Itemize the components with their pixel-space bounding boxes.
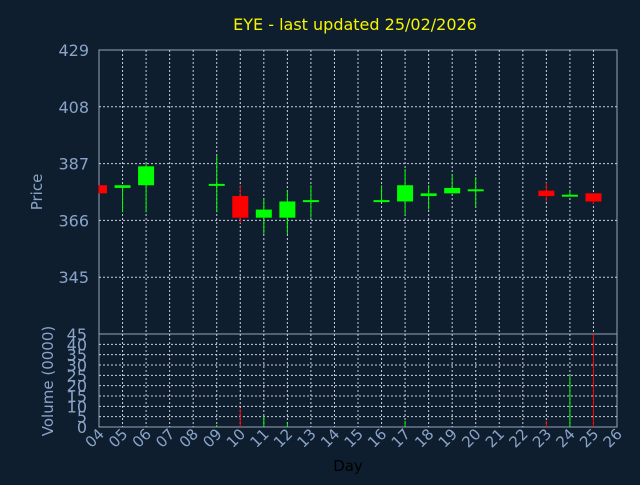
candle-04 — [98, 185, 107, 194]
price-tick-label: 345 — [58, 268, 89, 287]
volume-tick-label: 25 — [67, 366, 87, 385]
candle-16 — [373, 185, 390, 203]
price-tick-label: 366 — [58, 211, 89, 230]
price-tick-label: 387 — [58, 155, 89, 174]
candle-body — [561, 194, 578, 197]
candle-body — [114, 185, 131, 188]
candle-25 — [585, 193, 602, 205]
price-axis-label: Price — [28, 174, 46, 211]
volume-tick-label: 0 — [77, 418, 87, 437]
candle-19 — [444, 174, 461, 194]
x-tick-label: 08 — [176, 425, 202, 451]
x-tick-label: 09 — [199, 425, 225, 451]
candle-body — [279, 201, 296, 218]
candle-body — [420, 193, 437, 197]
candle-body — [99, 185, 107, 194]
candle-05 — [114, 185, 131, 213]
candle-24 — [561, 190, 578, 197]
candle-body — [397, 185, 414, 202]
x-tick-label: 21 — [482, 425, 508, 451]
candle-09 — [208, 155, 225, 213]
candle-body — [302, 200, 319, 203]
candle-11 — [255, 198, 272, 234]
candle-18 — [420, 185, 437, 210]
volume-tick-label: 45 — [67, 325, 87, 344]
candle-20 — [467, 177, 484, 207]
x-tick-label: 22 — [505, 425, 531, 451]
x-tick-label: 07 — [152, 425, 178, 451]
x-tick-label: 15 — [341, 425, 367, 451]
candle-body — [444, 187, 461, 194]
volume-tick-label: 15 — [67, 387, 87, 406]
x-tick-label: 11 — [246, 425, 272, 451]
candle-body — [232, 196, 249, 218]
candle-12 — [279, 190, 296, 234]
candle-13 — [302, 185, 319, 218]
x-tick-label: 18 — [411, 425, 437, 451]
candle-17 — [397, 169, 414, 215]
x-tick-label: 12 — [270, 425, 296, 451]
volume-tick-label: 10 — [67, 397, 87, 416]
candle-body — [138, 166, 155, 186]
candle-body — [208, 183, 225, 186]
x-tick-label: 26 — [600, 425, 626, 451]
x-tick-label: 14 — [317, 425, 343, 451]
candle-23 — [538, 182, 555, 202]
x-tick-label: 24 — [553, 425, 579, 451]
x-tick-label: 05 — [105, 425, 131, 451]
volume-tick-label: 35 — [67, 346, 87, 365]
x-tick-label: 25 — [576, 425, 602, 451]
volume-tick-label: 40 — [67, 335, 87, 354]
x-tick-label: 23 — [529, 425, 555, 451]
volume-tick-label: 5 — [77, 408, 87, 427]
x-tick-label: 19 — [435, 425, 461, 451]
price-tick-label: 408 — [58, 98, 89, 117]
chart-title: EYE - last updated 25/02/2026 — [233, 15, 477, 34]
x-tick-label: 06 — [129, 425, 155, 451]
candle-body — [373, 200, 390, 203]
candle-06 — [138, 163, 155, 213]
x-axis-label: Day — [333, 457, 363, 475]
candle-10 — [232, 185, 249, 224]
candle-body — [538, 190, 555, 197]
x-tick-label: 10 — [223, 425, 249, 451]
volume-tick-label: 20 — [67, 377, 87, 396]
x-tick-label: 13 — [294, 425, 320, 451]
x-tick-label: 16 — [364, 425, 390, 451]
candle-body — [467, 189, 484, 192]
x-tick-label: 17 — [388, 425, 414, 451]
candle-body — [585, 193, 602, 202]
candle-body — [255, 209, 272, 218]
volume-tick-label: 30 — [67, 356, 87, 375]
price-tick-label: 429 — [58, 41, 89, 60]
x-tick-label: 20 — [458, 425, 484, 451]
volume-axis-label: Volume (0000) — [39, 326, 57, 436]
